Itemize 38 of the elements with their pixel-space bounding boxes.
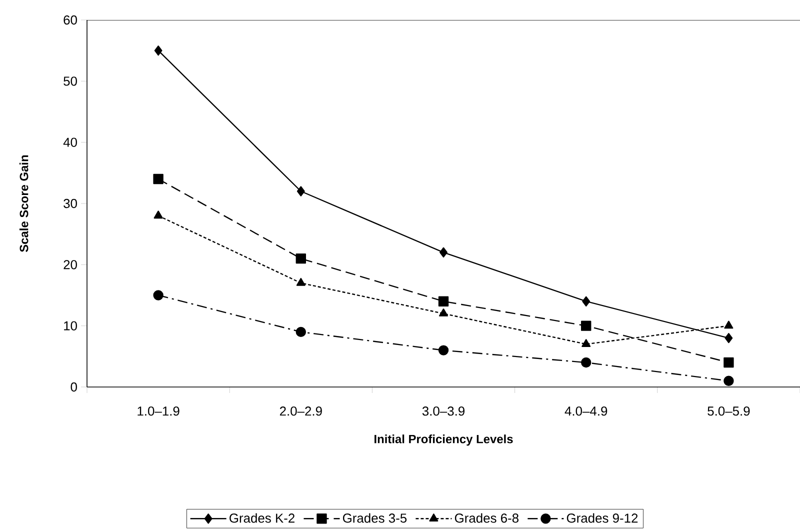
- x-tick-label: 1.0–1.9: [138, 406, 180, 416]
- point: [438, 345, 449, 356]
- legend-label: Grades 6-8: [454, 513, 518, 523]
- point: [153, 290, 164, 300]
- x-tick-label: 4.0–4.9: [564, 406, 608, 416]
- y-tick-label: 30: [64, 198, 77, 208]
- y-tick-label: 10: [64, 321, 77, 330]
- x-tick-label: 2.0–2.9: [280, 406, 322, 416]
- point: [154, 210, 163, 219]
- legend-label: Grades 9-12: [566, 513, 638, 523]
- legend-label: Grades K-2: [230, 513, 294, 523]
- point: [440, 247, 448, 258]
- x-axis-title: Initial Proficiency Levels: [374, 434, 513, 446]
- y-tick-label: 0: [70, 382, 77, 392]
- point: [438, 296, 449, 306]
- y-tick-label: 20: [64, 260, 77, 270]
- y-tick-label: 40: [63, 138, 77, 147]
- point: [581, 320, 592, 331]
- point: [582, 296, 590, 306]
- y-tick-label: 50: [64, 76, 77, 86]
- point: [296, 253, 306, 264]
- point: [439, 308, 448, 316]
- point: [154, 45, 162, 56]
- point: [296, 326, 306, 338]
- point: [724, 320, 734, 329]
- x-tick-label: 3.0–3.9: [422, 406, 464, 416]
- point: [724, 376, 734, 386]
- point: [582, 339, 591, 348]
- y-tick-label: 60: [64, 15, 77, 25]
- point: [296, 186, 305, 196]
- legend-label: Grades 3-5: [342, 513, 407, 523]
- point: [153, 174, 164, 184]
- point: [724, 332, 733, 344]
- point: [724, 357, 734, 368]
- point: [296, 278, 306, 286]
- x-tick-label: 5.0–5.9: [708, 406, 750, 416]
- y-axis-title: Scale Score Gain: [19, 155, 28, 252]
- point: [581, 357, 592, 368]
